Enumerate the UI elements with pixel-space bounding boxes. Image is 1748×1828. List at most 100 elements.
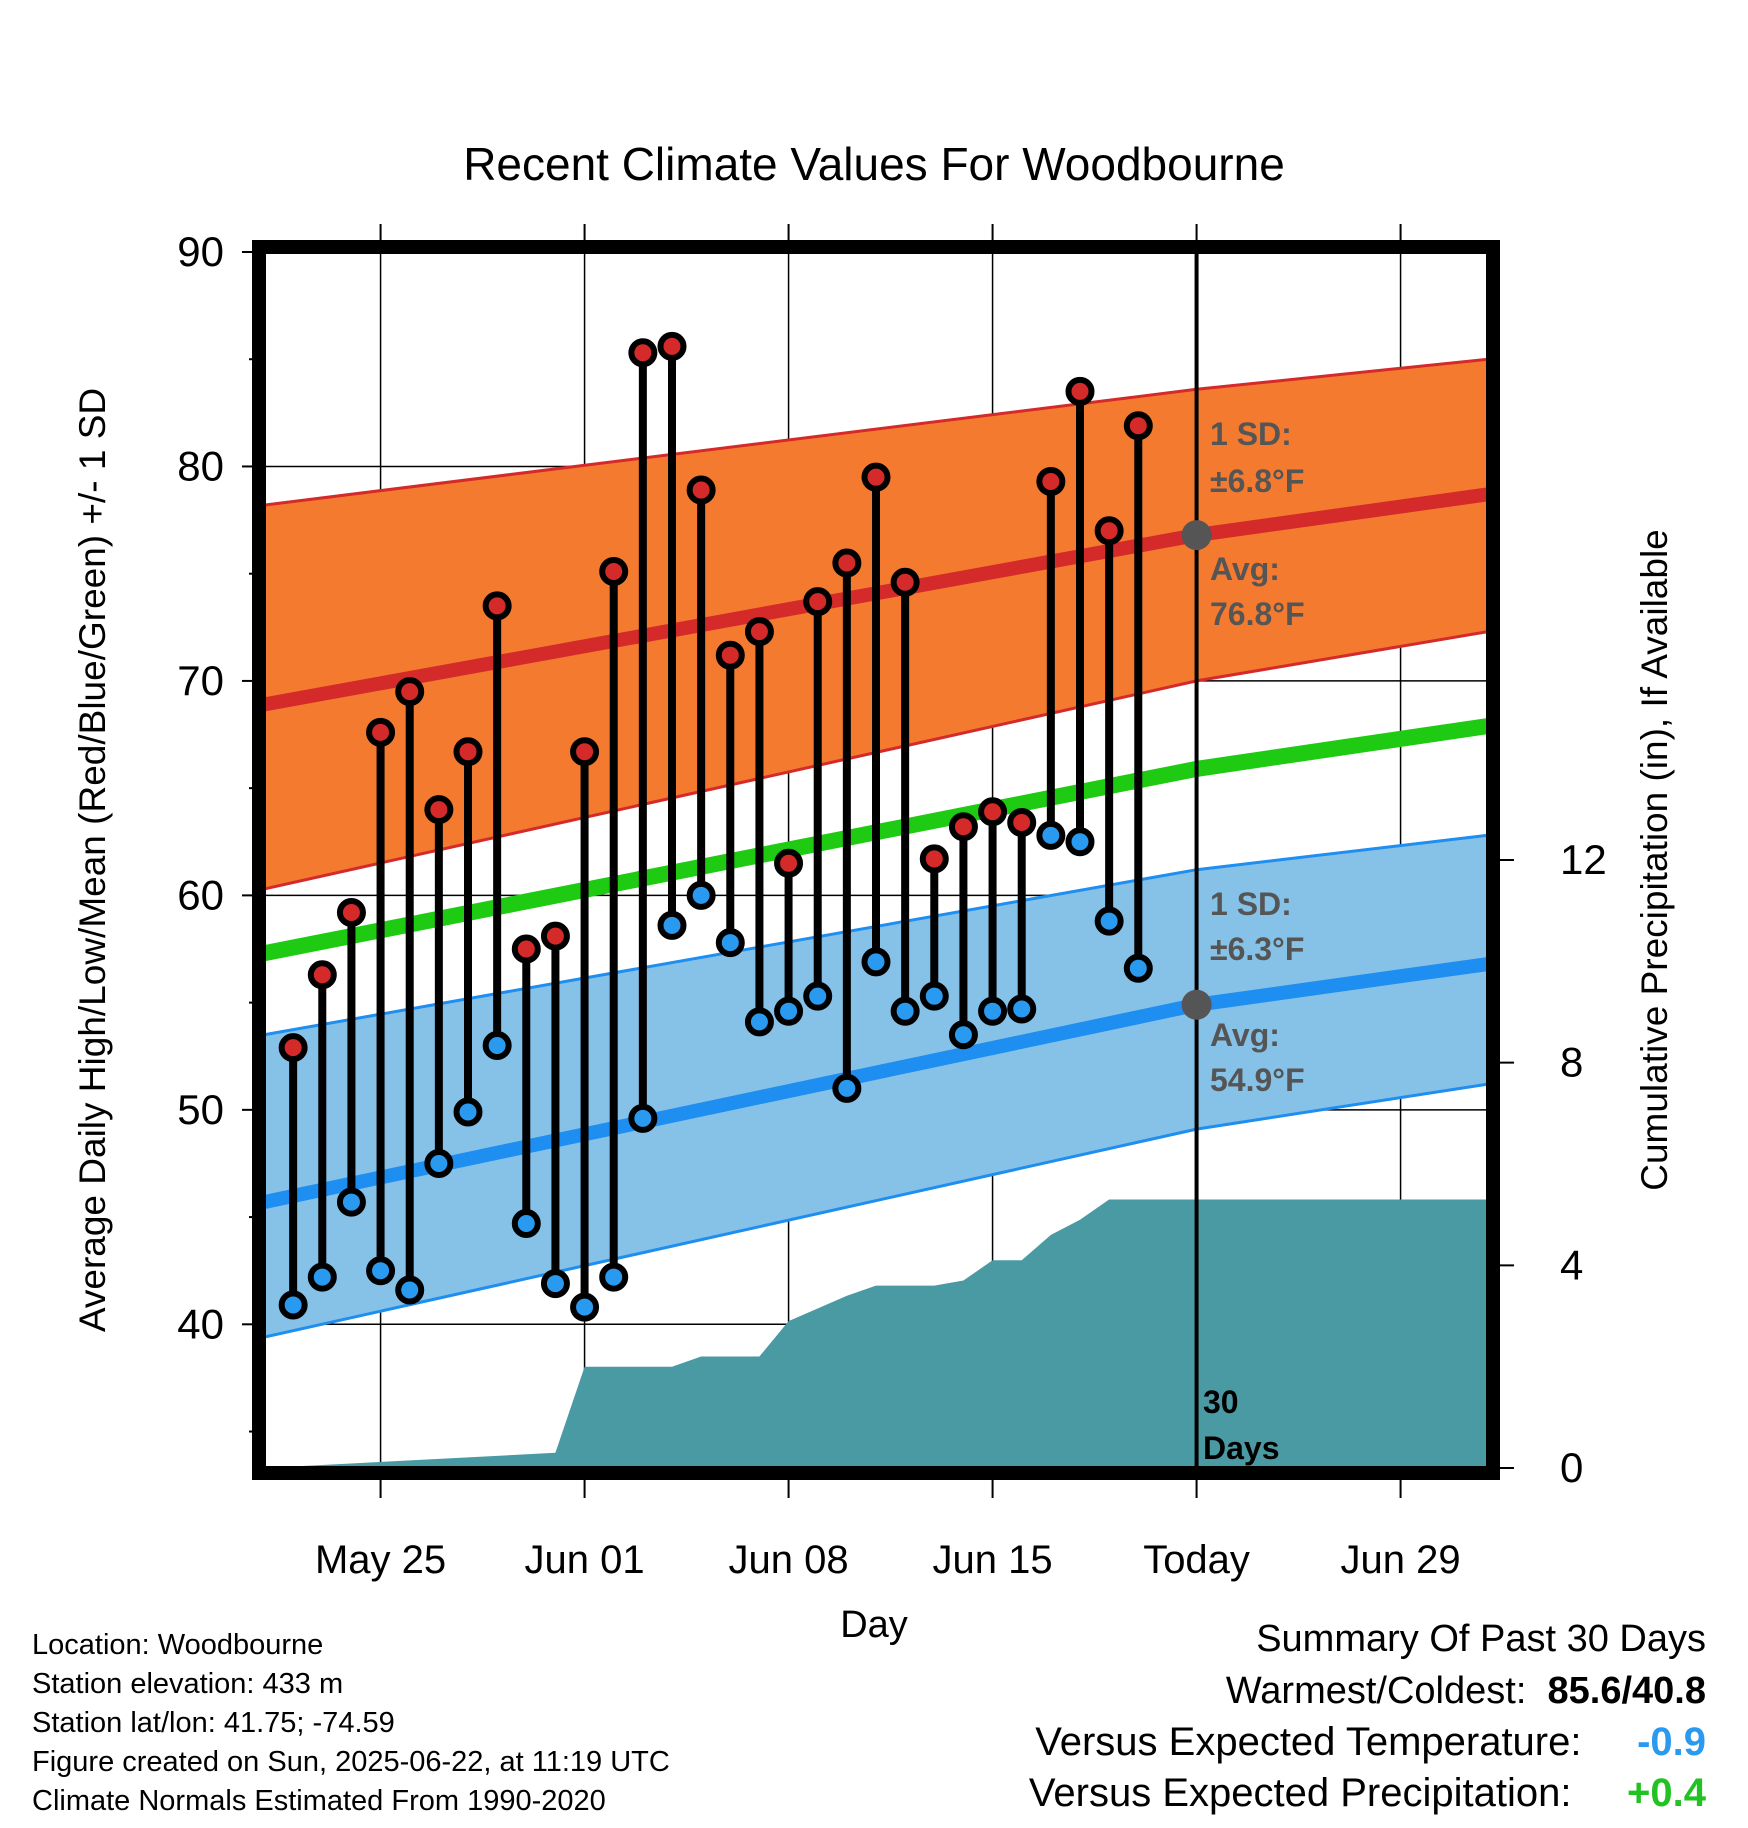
daily-high-point xyxy=(774,848,804,878)
high-sd-value: ±6.8°F xyxy=(1210,463,1304,499)
summary-heading: Summary Of Past 30 Days xyxy=(1256,1618,1706,1660)
daily-high-point xyxy=(307,960,337,990)
daily-high-point xyxy=(395,677,425,707)
daily-high-point xyxy=(482,591,512,621)
low-avg-label: Avg: xyxy=(1210,1017,1280,1053)
x-tick-label: Jun 15 xyxy=(933,1538,1053,1582)
x-axis-label: Day xyxy=(840,1604,908,1646)
low-sd-band xyxy=(264,835,1488,1338)
daily-low-point xyxy=(395,1275,425,1305)
daily-high-point xyxy=(599,557,629,587)
daily-low-point xyxy=(715,928,745,958)
daily-high-point xyxy=(278,1033,308,1063)
daily-high-point xyxy=(1036,466,1066,496)
daily-high-point xyxy=(1094,516,1124,546)
daily-low-point xyxy=(1036,820,1066,850)
daily-high-point xyxy=(803,587,833,617)
daily-low-point xyxy=(774,996,804,1026)
daily-low-point xyxy=(861,947,891,977)
daily-high-point xyxy=(511,934,541,964)
x-tick-label: Jun 08 xyxy=(729,1538,849,1582)
y2-tick-label: 4 xyxy=(1560,1241,1583,1288)
daily-high-point xyxy=(715,640,745,670)
daily-low-point xyxy=(832,1073,862,1103)
daily-low-point xyxy=(511,1209,541,1239)
low-sd-value: ±6.3°F xyxy=(1210,931,1304,967)
days-label: Days xyxy=(1203,1430,1280,1466)
plot-frame xyxy=(252,240,1500,1480)
y-axis-label: Average Daily High/Low/Mean (Red/Blue/Gr… xyxy=(72,388,113,1332)
elevation-text: Station elevation: 433 m xyxy=(32,1668,344,1700)
daily-high-point xyxy=(657,331,687,361)
daily-high-point xyxy=(890,567,920,597)
y-tick-label: 50 xyxy=(177,1086,224,1133)
daily-low-point xyxy=(336,1187,366,1217)
daily-high-point xyxy=(978,797,1008,827)
daily-low-point xyxy=(570,1292,600,1322)
precip-area xyxy=(264,1199,1488,1468)
x-tick-label: Jun 29 xyxy=(1341,1538,1461,1582)
daily-low-point xyxy=(628,1103,658,1133)
daily-low-point xyxy=(919,981,949,1011)
days-count: 30 xyxy=(1203,1384,1239,1420)
normals-text: Climate Normals Estimated From 1990-2020 xyxy=(32,1785,606,1817)
daily-low-point xyxy=(307,1262,337,1292)
daily-low-point xyxy=(1094,906,1124,936)
daily-high-point xyxy=(1065,376,1095,406)
high-avg-value: 76.8°F xyxy=(1210,596,1305,632)
daily-high-point xyxy=(948,812,978,842)
warmest-label: Warmest/Coldest: xyxy=(1225,1670,1527,1712)
daily-low-point xyxy=(1065,827,1095,857)
y-tick-label: 40 xyxy=(177,1300,224,1347)
latlon-text: Station lat/lon: 41.75; -74.59 xyxy=(32,1707,395,1739)
daily-high-point xyxy=(1007,807,1037,837)
daily-low-point xyxy=(657,910,687,940)
created-text: Figure created on Sun, 2025-06-22, at 11… xyxy=(32,1746,670,1778)
x-tick-label: Jun 01 xyxy=(525,1538,645,1582)
annotations: 1 SD: ±6.8°F Avg: 76.8°F 1 SD: ±6.3°F Av… xyxy=(1203,416,1305,1466)
y2-tick-label: 0 xyxy=(1560,1444,1583,1491)
daily-low-point xyxy=(686,880,716,910)
daily-high-point xyxy=(1123,411,1153,441)
chart-title: Recent Climate Values For Woodbourne xyxy=(463,138,1285,190)
precip-label: Versus Expected Precipitation: xyxy=(1028,1771,1572,1815)
daily-high-point xyxy=(540,921,570,951)
daily-low-point xyxy=(890,996,920,1026)
warmest-value: 85.6/40.8 xyxy=(1547,1670,1706,1712)
plot-area xyxy=(264,252,1488,1468)
daily-low-point xyxy=(803,981,833,1011)
temp-label: Versus Expected Temperature: xyxy=(1035,1720,1582,1764)
x-tick-label: Today xyxy=(1143,1538,1250,1582)
temp-value: -0.9 xyxy=(1637,1720,1706,1764)
y-tick-label: 80 xyxy=(177,442,224,489)
station-info: Location: Woodbourne Station elevation: … xyxy=(32,1626,670,1821)
daily-high-point xyxy=(919,844,949,874)
daily-high-point xyxy=(744,617,774,647)
daily-high-point xyxy=(686,475,716,505)
location-text: Location: Woodbourne xyxy=(32,1629,324,1661)
summary-warmest: Warmest/Coldest: 85.6/40.8 xyxy=(1226,1670,1706,1713)
y-tick-label: 60 xyxy=(177,871,224,918)
x-tick-label: May 25 xyxy=(315,1538,446,1582)
daily-low-point xyxy=(744,1007,774,1037)
daily-low-point xyxy=(1007,994,1037,1024)
daily-low-point xyxy=(278,1290,308,1320)
daily-low-point xyxy=(978,996,1008,1026)
daily-low-point xyxy=(366,1256,396,1286)
daily-high-point xyxy=(424,795,454,825)
y-tick-label: 90 xyxy=(177,228,224,275)
precip-value: +0.4 xyxy=(1627,1771,1706,1815)
low-sd-label: 1 SD: xyxy=(1210,886,1292,922)
y2-tick-label: 12 xyxy=(1560,836,1607,883)
daily-low-point xyxy=(948,1020,978,1050)
axes: 40 50 60 70 80 90 0 4 8 12 May 25 Jun 01 Jun 08 Jun 1… xyxy=(177,224,1607,1582)
daily-high-point xyxy=(453,737,483,767)
daily-dots xyxy=(278,331,1153,1322)
daily-low-point xyxy=(424,1148,454,1178)
low-avg-value: 54.9°F xyxy=(1210,1062,1305,1098)
daily-high-point xyxy=(832,548,862,578)
daily-high-point xyxy=(366,717,396,747)
daily-low-point xyxy=(453,1097,483,1127)
low-avg-marker xyxy=(1181,989,1212,1020)
